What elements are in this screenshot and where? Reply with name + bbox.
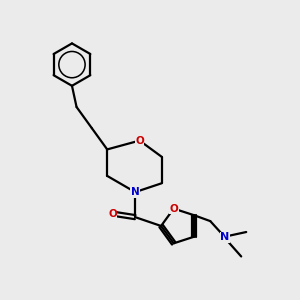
Text: O: O xyxy=(135,136,144,146)
Text: N: N xyxy=(220,232,230,242)
Text: O: O xyxy=(169,204,178,214)
Text: O: O xyxy=(108,209,117,219)
Text: N: N xyxy=(131,187,140,197)
